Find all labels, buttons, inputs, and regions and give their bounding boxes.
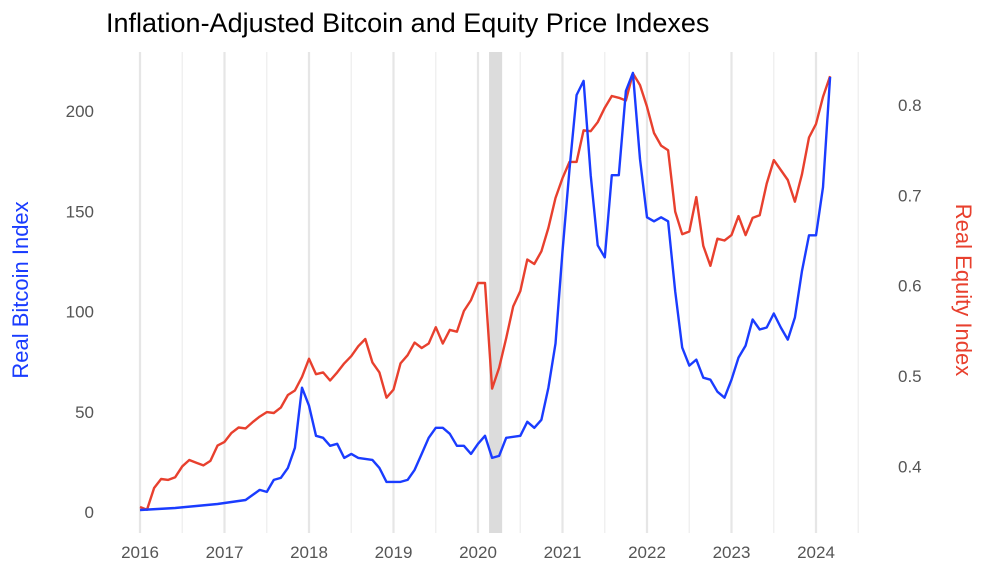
series-lines bbox=[139, 71, 832, 512]
right-tick-labels: 0.4 0.5 0.6 0.7 0.8 bbox=[898, 96, 922, 476]
right-tick-label: 0.5 bbox=[898, 367, 922, 386]
left-tick-label: 0 bbox=[85, 503, 94, 522]
chart-title: Inflation-Adjusted Bitcoin and Equity Pr… bbox=[106, 8, 709, 38]
x-tick-label: 2019 bbox=[375, 543, 413, 562]
right-tick-label: 0.7 bbox=[898, 186, 922, 205]
gridlines bbox=[138, 52, 859, 533]
x-tick-label: 2017 bbox=[206, 543, 244, 562]
right-tick-label: 0.8 bbox=[898, 96, 922, 115]
x-tick-label: 2016 bbox=[121, 543, 159, 562]
right-series-line bbox=[139, 72, 832, 511]
left-axis-label: Real Bitcoin Index bbox=[8, 201, 33, 378]
shaded-period bbox=[489, 52, 503, 533]
right-axis-label: Real Equity Index bbox=[951, 204, 976, 376]
x-tick-label: 2018 bbox=[290, 543, 328, 562]
right-tick-label: 0.4 bbox=[898, 457, 922, 476]
x-tick-label: 2022 bbox=[628, 543, 666, 562]
left-tick-labels: 0 50 100 150 200 bbox=[66, 102, 94, 522]
left-tick-label: 200 bbox=[66, 102, 94, 121]
x-tick-label: 2024 bbox=[797, 543, 835, 562]
shaded-periods bbox=[489, 52, 503, 533]
left-tick-label: 100 bbox=[66, 303, 94, 322]
left-series-line bbox=[139, 71, 832, 512]
x-tick-labels: 2016 2017 2018 2019 2020 2021 2022 2023 2024 bbox=[121, 543, 835, 562]
x-tick-label: 2020 bbox=[459, 543, 497, 562]
right-tick-label: 0.6 bbox=[898, 277, 922, 296]
left-tick-label: 150 bbox=[66, 202, 94, 221]
left-tick-label: 50 bbox=[75, 403, 94, 422]
x-tick-label: 2023 bbox=[713, 543, 751, 562]
x-tick-label: 2021 bbox=[544, 543, 582, 562]
